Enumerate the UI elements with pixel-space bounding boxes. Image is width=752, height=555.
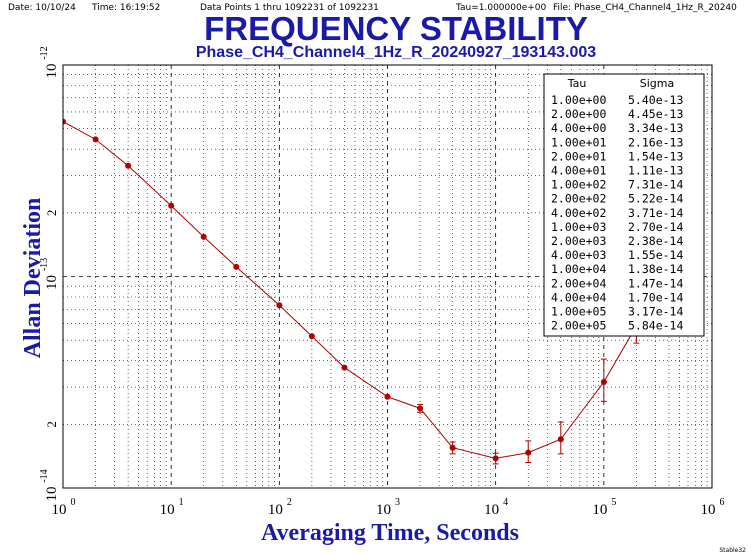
series-group xyxy=(63,118,640,465)
table-cell-tau: 4.00e+04 xyxy=(551,290,606,304)
table-cell-sigma: 4.45e-13 xyxy=(628,107,683,121)
grid xyxy=(63,65,712,488)
x-tick-exponent: 5 xyxy=(611,497,616,508)
plot-frame xyxy=(62,64,713,489)
table-rows: 1.00e+00 5.40e-13 2.00e+00 4.45e-13 4.00e+00… xyxy=(551,93,683,333)
x-tick-label: 10 xyxy=(268,502,283,518)
y-tick: 10-13 xyxy=(39,258,60,290)
x-tick-label: 10 xyxy=(376,502,391,518)
table-cell-tau: 2.00e+01 xyxy=(551,149,606,163)
table-cell-sigma: 3.71e-14 xyxy=(628,206,683,220)
table-cell-sigma: 1.11e-13 xyxy=(628,164,683,178)
data-point xyxy=(308,333,315,340)
table-cell-tau: 1.00e+03 xyxy=(551,220,606,234)
table-cell-tau: 1.00e+04 xyxy=(551,262,606,276)
x-tick-exponent: 3 xyxy=(395,497,400,508)
data-point xyxy=(233,263,240,270)
table-cell-sigma: 1.54e-13 xyxy=(628,149,683,163)
data-point xyxy=(276,302,283,309)
chart-title: FREQUENCY STABILITY xyxy=(204,10,588,47)
x-axis-label: Averaging Time, Seconds xyxy=(261,520,519,546)
x-tick-exponent: 0 xyxy=(71,497,76,508)
table-cell-sigma: 1.70e-14 xyxy=(628,290,683,304)
y-axis-label: Allan Deviation xyxy=(20,198,46,359)
table-cell-tau: 1.00e+05 xyxy=(551,305,606,319)
data-point xyxy=(92,136,99,143)
data-point xyxy=(200,233,207,240)
y-tick: 10-14 xyxy=(39,469,60,501)
x-tick-label: 10 xyxy=(484,502,499,518)
table-cell-sigma: 1.55e-14 xyxy=(628,248,683,262)
header-file: File: Phase_CH4_Channel4_1Hz_R_20240 xyxy=(553,3,737,13)
table-cell-sigma: 3.17e-14 xyxy=(628,305,683,319)
data-point xyxy=(557,436,564,443)
x-tick-exponent: 2 xyxy=(287,497,292,508)
x-tick-label: 10 xyxy=(52,502,67,518)
data-series xyxy=(63,118,640,465)
header-time: Time: 16:19:52 xyxy=(91,3,160,13)
table-cell-tau: 1.00e+01 xyxy=(551,135,606,149)
table-frame xyxy=(543,73,705,337)
header-tau: Tau=1.000000e+00 xyxy=(455,3,547,13)
table-cell-tau: 1.00e+02 xyxy=(551,178,606,192)
table-cell-sigma: 2.70e-14 xyxy=(628,220,683,234)
y-tick: 2 xyxy=(44,421,59,428)
x-tick-label: 10 xyxy=(701,502,716,518)
table-header-tau: Tau xyxy=(567,77,587,90)
table-cell-sigma: 5.84e-14 xyxy=(628,319,683,333)
data-point xyxy=(600,379,607,386)
table-cell-tau: 2.00e+03 xyxy=(551,234,606,248)
y-tick-label: 10 xyxy=(44,487,60,502)
table-cell-sigma: 5.22e-14 xyxy=(628,192,683,206)
data-point xyxy=(525,449,532,456)
table-cell-tau: 4.00e+03 xyxy=(551,248,606,262)
table-cell-tau: 2.00e+02 xyxy=(551,192,606,206)
y-tick: 2 xyxy=(44,210,59,217)
table-cell-sigma: 2.38e-14 xyxy=(628,234,683,248)
x-tick-exponent: 6 xyxy=(720,497,725,508)
data-point xyxy=(125,162,132,169)
chart-subtitle: Phase_CH4_Channel4_1Hz_R_20240927_193143… xyxy=(196,44,596,61)
table-cell-sigma: 1.47e-14 xyxy=(628,276,683,290)
table-cell-sigma: 1.38e-14 xyxy=(628,262,683,276)
header-date: Date: 10/10/24 xyxy=(8,3,76,13)
y-tick-exponent: -13 xyxy=(39,258,50,271)
data-point xyxy=(492,455,499,462)
x-tick-label: 10 xyxy=(592,502,607,518)
table-cell-sigma: 5.40e-13 xyxy=(628,93,683,107)
table-header-sigma: Sigma xyxy=(640,77,674,90)
x-tick-label: 10 xyxy=(160,502,175,518)
table-cell-tau: 2.00e+04 xyxy=(551,276,606,290)
data-point xyxy=(168,202,175,209)
data-point xyxy=(417,405,424,412)
sigma-table: Tau Sigma 1.00e+00 5.40e-13 2.00e+00 4.45e-… xyxy=(543,73,705,337)
y-tick-exponent: -14 xyxy=(39,469,50,482)
table-cell-sigma: 7.31e-14 xyxy=(628,178,683,192)
y-tick-label: 2 xyxy=(44,210,59,217)
y-tick: 10-12 xyxy=(39,46,60,78)
y-tick-exponent: -12 xyxy=(39,46,50,59)
header-points: Data Points 1 thru 1092231 of 1092231 xyxy=(200,3,379,13)
table-cell-sigma: 3.34e-13 xyxy=(628,121,683,135)
footer-mark: Stable32 xyxy=(719,547,746,554)
table-cell-sigma: 2.16e-13 xyxy=(628,135,683,149)
data-point xyxy=(384,393,391,400)
y-tick-label: 10 xyxy=(44,64,60,79)
table-cell-tau: 4.00e+00 xyxy=(551,121,606,135)
x-tick-exponent: 4 xyxy=(503,497,508,508)
table-cell-tau: 2.00e+00 xyxy=(551,107,606,121)
table-cell-tau: 2.00e+05 xyxy=(551,319,606,333)
data-point xyxy=(63,118,66,125)
table-cell-tau: 1.00e+00 xyxy=(551,93,606,107)
data-point xyxy=(341,364,348,371)
data-point xyxy=(449,444,456,451)
table-cell-tau: 4.00e+02 xyxy=(551,206,606,220)
y-tick-label: 10 xyxy=(44,275,60,290)
x-tick-exponent: 1 xyxy=(179,497,184,508)
y-tick-label: 2 xyxy=(44,421,59,428)
table-cell-tau: 4.00e+01 xyxy=(551,164,606,178)
